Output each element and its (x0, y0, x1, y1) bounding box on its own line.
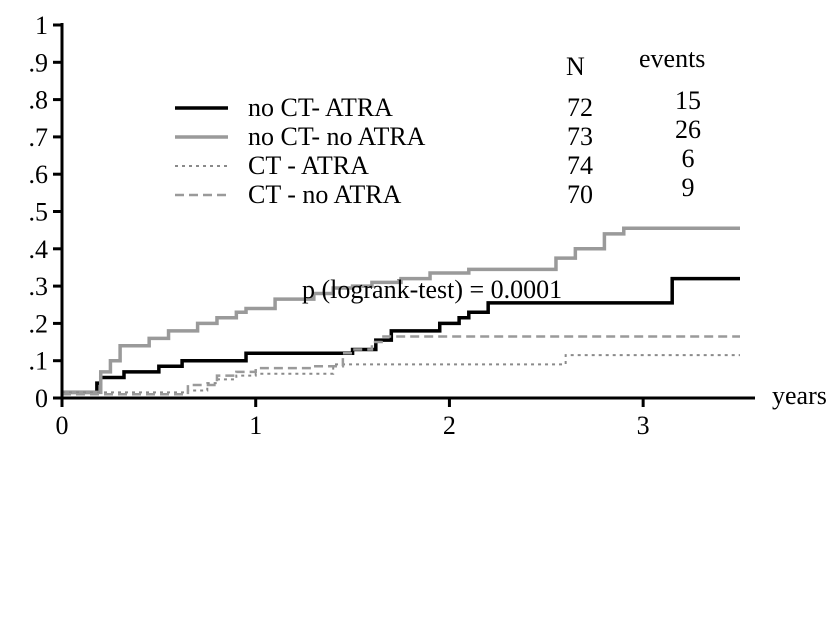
series-line-3 (62, 354, 740, 394)
series-line-4 (62, 335, 740, 396)
legend-label-3: CT - ATRA (248, 151, 369, 180)
legend: no CT- ATRA 72 15 no CT- no ATRA 73 26 CT - AT… (175, 86, 701, 209)
y-tick-label: .4 (29, 235, 49, 264)
legend-n-4: 70 (567, 180, 593, 209)
legend-events-3: 6 (682, 144, 695, 173)
y-tick-label: .7 (29, 123, 49, 152)
legend-events-4: 9 (682, 173, 695, 202)
tick-group: 0 .1 .2 .3 .4 .5 .6 .7 .8 .9 1 0 1 2 3 (29, 11, 650, 440)
legend-n-2: 73 (567, 122, 593, 151)
y-tick-label: .9 (29, 48, 49, 77)
x-tick-label: 1 (249, 411, 262, 440)
legend-events-2: 26 (675, 115, 701, 144)
x-tick-label: 3 (637, 411, 650, 440)
axes (60, 23, 755, 400)
legend-events-1: 15 (675, 86, 701, 115)
y-tick-label: .2 (29, 309, 49, 338)
x-tick-label: 2 (443, 411, 456, 440)
x-tick-label: 0 (56, 411, 69, 440)
x-axis-label: years (772, 381, 827, 410)
legend-label-4: CT - no ATRA (248, 180, 402, 209)
y-tick-label: .5 (29, 198, 49, 227)
y-tick-label: 1 (35, 11, 48, 40)
legend-n-1: 72 (567, 93, 593, 122)
legend-header-n: N (566, 52, 585, 81)
legend-label-2: no CT- no ATRA (248, 122, 426, 151)
legend-n-3: 74 (567, 151, 593, 180)
y-tick-label: .3 (29, 272, 49, 301)
logrank-annotation: p (logrank-test) = 0.0001 (302, 275, 562, 304)
series-line-1 (62, 276, 740, 395)
series-line-2 (62, 226, 740, 395)
y-tick-label: .1 (29, 347, 49, 376)
legend-header-events: events (639, 44, 705, 73)
legend-label-1: no CT- ATRA (248, 93, 393, 122)
y-tick-label: .6 (29, 160, 49, 189)
y-tick-label: .8 (29, 86, 49, 115)
y-tick-label: 0 (35, 384, 48, 413)
series-lines (62, 226, 740, 396)
